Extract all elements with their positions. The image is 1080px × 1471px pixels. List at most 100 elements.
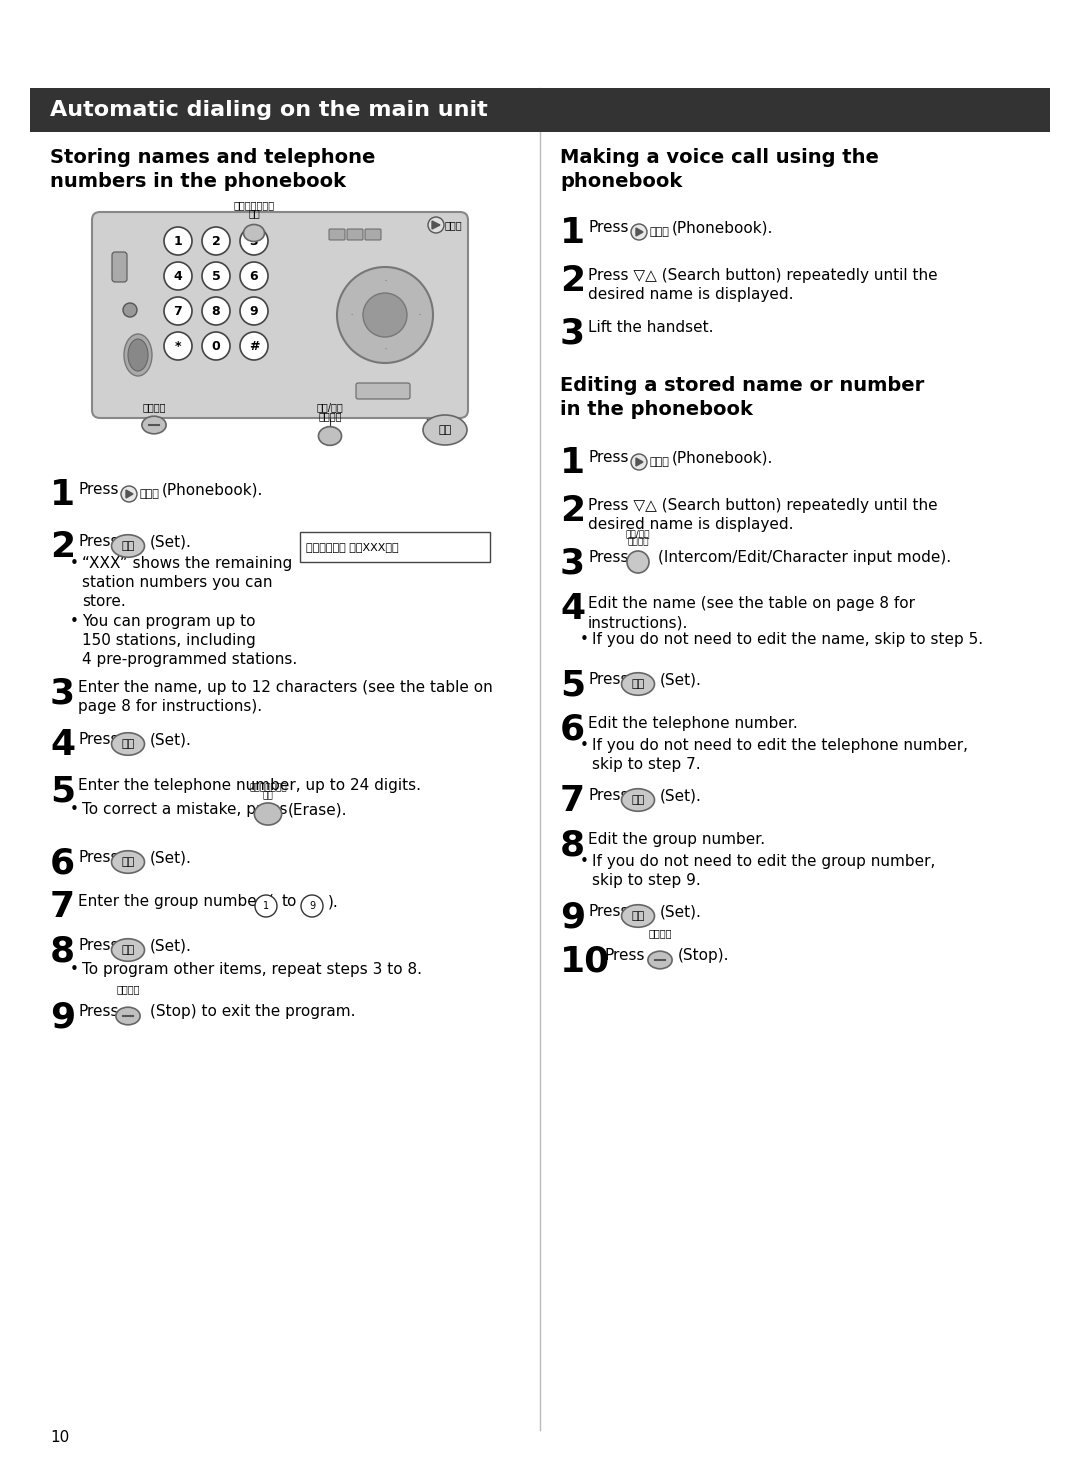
Text: 3: 3	[561, 546, 585, 580]
Text: 内線/修正: 内線/修正	[625, 530, 650, 538]
Text: 2: 2	[212, 234, 220, 247]
Text: Lift the handset.: Lift the handset.	[588, 321, 714, 335]
Text: 4: 4	[174, 269, 183, 282]
Text: 決定: 決定	[632, 680, 645, 688]
Circle shape	[121, 485, 137, 502]
Text: (Phonebook).: (Phonebook).	[672, 450, 773, 465]
FancyBboxPatch shape	[365, 229, 381, 240]
Text: 電話帳: 電話帳	[445, 221, 462, 229]
Text: 決定: 決定	[121, 858, 135, 866]
Text: Enter the telephone number, up to 24 digits.: Enter the telephone number, up to 24 dig…	[78, 778, 421, 793]
Text: 1: 1	[561, 216, 585, 250]
Text: 5: 5	[50, 774, 76, 808]
Circle shape	[428, 218, 444, 232]
Polygon shape	[126, 490, 133, 499]
Ellipse shape	[648, 952, 672, 969]
Ellipse shape	[621, 905, 654, 927]
Text: 5: 5	[561, 668, 585, 702]
Text: •: •	[70, 802, 79, 816]
Text: #: #	[248, 340, 259, 353]
Text: 決定: 決定	[121, 738, 135, 749]
Text: numbers in the phonebook: numbers in the phonebook	[50, 172, 346, 191]
Text: ·: ·	[350, 312, 352, 318]
Text: 9: 9	[561, 900, 585, 934]
Text: Press ▽△ (Search button) repeatedly until the
desired name is displayed.: Press ▽△ (Search button) repeatedly unti…	[588, 499, 937, 533]
Text: Enter the group number (: Enter the group number (	[78, 894, 274, 909]
Text: •: •	[580, 738, 589, 753]
Text: To correct a mistake, press: To correct a mistake, press	[82, 802, 287, 816]
Text: Edit the name (see the table on page 8 for
instructions).: Edit the name (see the table on page 8 f…	[588, 596, 915, 630]
Text: 電話帳: 電話帳	[649, 457, 669, 466]
Text: (Set).: (Set).	[150, 733, 192, 747]
Text: (Set).: (Set).	[150, 534, 192, 549]
Text: 4: 4	[50, 728, 76, 762]
Text: 決定: 決定	[632, 794, 645, 805]
Text: 10: 10	[561, 944, 610, 978]
Text: ·: ·	[418, 312, 420, 318]
Circle shape	[164, 262, 192, 290]
Text: (Intercom/Edit/Character input mode).: (Intercom/Edit/Character input mode).	[658, 550, 951, 565]
Circle shape	[202, 262, 230, 290]
Ellipse shape	[111, 733, 145, 755]
Text: Edit the telephone number.: Edit the telephone number.	[588, 716, 798, 731]
Text: •: •	[70, 962, 79, 977]
Text: Press: Press	[78, 733, 119, 747]
Text: •: •	[70, 556, 79, 571]
Text: You can program up to
150 stations, including
4 pre-programmed stations.: You can program up to 150 stations, incl…	[82, 613, 297, 668]
Polygon shape	[432, 221, 440, 229]
Ellipse shape	[243, 225, 265, 241]
Text: Press: Press	[588, 550, 629, 565]
Text: 1: 1	[561, 446, 585, 480]
Text: 8: 8	[561, 828, 585, 862]
Circle shape	[255, 894, 276, 916]
Ellipse shape	[255, 803, 282, 825]
Text: 3: 3	[249, 234, 258, 247]
Text: *: *	[175, 340, 181, 353]
Text: •: •	[70, 613, 79, 630]
Text: 2: 2	[561, 494, 585, 528]
Text: 決定: 決定	[438, 425, 451, 435]
Text: 1: 1	[174, 234, 183, 247]
Text: ボイスセレクト: ボイスセレクト	[249, 783, 287, 791]
Text: Press ▽△ (Search button) repeatedly until the
desired name is displayed.: Press ▽△ (Search button) repeatedly unti…	[588, 268, 937, 302]
Text: Press: Press	[588, 221, 629, 235]
Text: If you do not need to edit the telephone number,
skip to step 7.: If you do not need to edit the telephone…	[592, 738, 968, 772]
Circle shape	[202, 227, 230, 254]
Text: 決定: 決定	[121, 541, 135, 552]
Circle shape	[164, 332, 192, 360]
Ellipse shape	[423, 415, 467, 446]
Text: Enter the name, up to 12 characters (see the table on
page 8 for instructions).: Enter the name, up to 12 characters (see…	[78, 680, 492, 715]
Text: (Phonebook).: (Phonebook).	[672, 221, 773, 235]
Text: (Set).: (Set).	[660, 788, 702, 803]
Text: 0: 0	[212, 340, 220, 353]
FancyBboxPatch shape	[112, 252, 127, 282]
Text: Edit the group number.: Edit the group number.	[588, 833, 765, 847]
Text: in the phonebook: in the phonebook	[561, 400, 753, 419]
Text: ·: ·	[383, 346, 387, 352]
Text: 電話帳: 電話帳	[139, 488, 159, 499]
Text: 2: 2	[561, 263, 585, 299]
Circle shape	[627, 552, 649, 574]
Ellipse shape	[319, 427, 341, 446]
Text: Press: Press	[588, 788, 629, 803]
Text: Press: Press	[78, 1005, 119, 1019]
Text: 3: 3	[561, 316, 585, 350]
Text: 6: 6	[249, 269, 258, 282]
Text: 6: 6	[50, 846, 76, 880]
Text: Press: Press	[78, 482, 119, 497]
Text: 7: 7	[174, 304, 183, 318]
Text: 5: 5	[212, 269, 220, 282]
Ellipse shape	[111, 535, 145, 558]
Text: (Set).: (Set).	[150, 938, 192, 953]
Ellipse shape	[111, 850, 145, 874]
Text: 9: 9	[249, 304, 258, 318]
Text: 決定: 決定	[121, 944, 135, 955]
Text: 4: 4	[561, 591, 585, 627]
Circle shape	[164, 297, 192, 325]
Text: (Set).: (Set).	[660, 905, 702, 919]
Circle shape	[337, 268, 433, 363]
Circle shape	[631, 455, 647, 471]
Text: 文字切替: 文字切替	[627, 537, 649, 546]
Text: Press: Press	[588, 672, 629, 687]
Text: (Stop) to exit the program.: (Stop) to exit the program.	[150, 1005, 355, 1019]
